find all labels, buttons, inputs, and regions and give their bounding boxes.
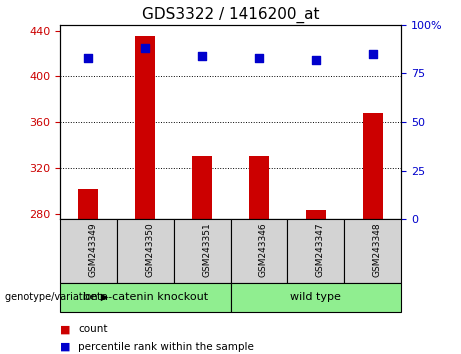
Bar (363, 113, 383, 219)
Point (142, 45, 149, 51)
Bar (344, 219, 401, 283)
Text: ■: ■ (60, 324, 71, 334)
Bar (60, 219, 117, 283)
Text: beta-catenin knockout: beta-catenin knockout (83, 292, 208, 302)
Bar (117, 219, 174, 283)
Bar (249, 156, 269, 219)
Text: genotype/variation ▶: genotype/variation ▶ (5, 292, 108, 302)
Bar (135, 36, 155, 219)
Text: count: count (78, 324, 108, 334)
Bar (306, 210, 326, 219)
Bar (174, 219, 230, 283)
Text: GSM243349: GSM243349 (89, 223, 97, 277)
Text: GSM243347: GSM243347 (316, 223, 325, 277)
Text: GSM243351: GSM243351 (202, 223, 211, 278)
Bar (287, 219, 344, 283)
Bar (230, 283, 401, 312)
Bar (78, 189, 98, 219)
Bar (60, 283, 230, 312)
Point (198, 53, 206, 59)
Text: GSM243348: GSM243348 (372, 223, 382, 277)
Text: percentile rank within the sample: percentile rank within the sample (78, 342, 254, 352)
Point (312, 57, 319, 63)
Text: GSM243350: GSM243350 (145, 223, 154, 278)
Text: ■: ■ (60, 342, 71, 352)
Bar (230, 219, 287, 283)
Text: GSM243346: GSM243346 (259, 223, 268, 277)
Point (255, 55, 263, 61)
Point (369, 51, 376, 57)
Title: GDS3322 / 1416200_at: GDS3322 / 1416200_at (142, 7, 319, 23)
Text: wild type: wild type (290, 292, 341, 302)
Bar (192, 156, 212, 219)
Point (85, 55, 92, 61)
